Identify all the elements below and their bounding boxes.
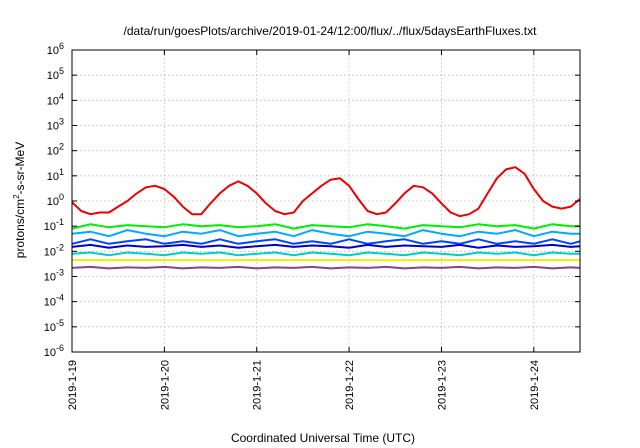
y-tick-exponent: -4 — [56, 293, 64, 303]
y-tick-base: 10 — [44, 297, 56, 309]
series-line-2 — [71, 229, 580, 238]
y-axis-label-sup: 2 — [12, 194, 21, 199]
series-line-1 — [71, 223, 580, 230]
series-line-0 — [71, 166, 581, 218]
y-tick-exponent: -6 — [56, 343, 64, 353]
y-tick-base: 10 — [47, 146, 59, 158]
y-tick-label: 105 — [47, 66, 64, 82]
y-tick-label: 100 — [47, 192, 64, 208]
y-tick-label: 103 — [47, 117, 64, 133]
y-tick-base: 10 — [47, 70, 59, 82]
data-series — [71, 166, 581, 270]
y-tick-exponent: 0 — [59, 192, 64, 202]
x-tick-label: 2019-1-21 — [252, 360, 264, 410]
y-tick-base: 10 — [44, 322, 56, 334]
y-tick-exponent: -5 — [56, 318, 64, 328]
y-tick-exponent: 2 — [59, 142, 64, 152]
y-tick-base: 10 — [47, 95, 59, 107]
y-tick-label: 106 — [47, 41, 64, 57]
y-tick-base: 10 — [44, 347, 56, 359]
series-line-7 — [71, 265, 581, 270]
y-axis-ticks: 10-610-510-410-310-210-11001011021031041… — [44, 41, 580, 359]
y-tick-base: 10 — [44, 272, 56, 284]
y-tick-exponent: 3 — [59, 117, 64, 127]
y-tick-label: 10-4 — [44, 293, 64, 309]
y-tick-label: 10-6 — [44, 343, 64, 359]
x-tick-label: 2019-1-22 — [344, 360, 356, 410]
x-tick-label: 2019-1-19 — [67, 360, 79, 410]
x-axis-ticks: 2019-1-19 2019-1-20 2019-1-21 2019-1-22 2019… — [67, 50, 541, 410]
y-axis-label-post: -s-sr-MeV — [13, 142, 27, 195]
series-line-5 — [71, 251, 580, 257]
y-tick-exponent: 5 — [59, 66, 64, 76]
y-tick-base: 10 — [47, 171, 59, 183]
x-tick-label: 2019-1-23 — [436, 360, 448, 410]
grid-lines — [72, 50, 580, 352]
y-tick-base: 10 — [44, 221, 56, 233]
y-tick-exponent: 4 — [59, 91, 64, 101]
y-tick-label: 104 — [47, 91, 64, 107]
y-tick-label: 101 — [47, 167, 64, 183]
y-tick-exponent: -2 — [56, 242, 64, 252]
y-axis-label-pre: protons/cm — [13, 199, 27, 258]
y-tick-label: 10-2 — [44, 242, 64, 258]
series-line-3 — [71, 238, 581, 245]
y-tick-exponent: 6 — [59, 41, 64, 51]
y-tick-exponent: 1 — [59, 167, 64, 177]
y-tick-label: 10-1 — [44, 217, 64, 233]
y-tick-label: 10-5 — [44, 318, 64, 334]
y-tick-base: 10 — [47, 45, 59, 57]
x-tick-label: 2019-1-20 — [159, 360, 171, 410]
y-tick-exponent: -1 — [56, 217, 64, 227]
x-axis-label: Coordinated Universal Time (UTC) — [231, 431, 415, 445]
y-tick-exponent: -3 — [56, 268, 64, 278]
y-tick-base: 10 — [47, 121, 59, 133]
chart-title: /data/run/goesPlots/archive/2019-01-24/1… — [124, 24, 538, 38]
y-tick-base: 10 — [47, 196, 59, 208]
x-tick-label: 2019-1-24 — [529, 360, 541, 410]
y-tick-base: 10 — [44, 246, 56, 258]
y-axis-label: protons/cm2-s-sr-MeV — [12, 142, 27, 258]
y-tick-label: 102 — [47, 142, 64, 158]
y-tick-label: 10-3 — [44, 268, 64, 284]
series-line-4 — [71, 243, 581, 249]
